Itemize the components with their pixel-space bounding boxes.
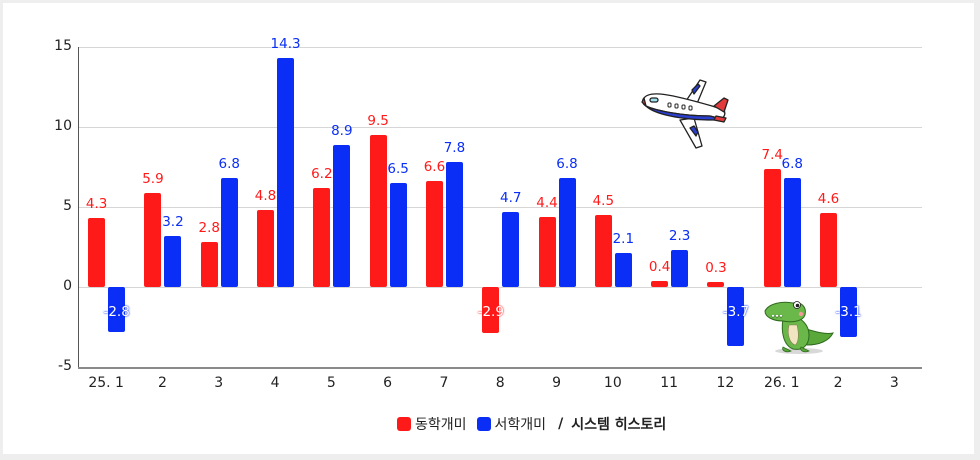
x-tick-label: 7 [439,375,449,391]
value-label: 7.4 [761,146,783,163]
value-label: -2.8 [103,304,130,320]
bar-seohak [727,287,745,347]
x-tick-label: 3 [214,375,224,391]
bar-donghak [820,213,838,287]
airplane-icon [641,79,729,149]
y-tick-label: 10 [54,118,72,134]
value-label: 6.2 [311,165,333,182]
value-label: 6.8 [781,156,803,173]
value-label: 6.8 [556,156,578,173]
value-label: 2.1 [612,231,635,248]
value-label: 0.3 [705,260,727,277]
x-tick-label: 25. 1 [88,375,124,391]
value-label: 14.3 [270,36,301,53]
gridline [79,47,922,48]
bar-seohak [614,253,632,287]
bar-donghak [369,135,387,287]
legend-swatch-seohak [476,417,491,431]
x-tick-label: 2 [833,375,843,391]
x-tick-label: 2 [157,375,167,391]
x-tick-label: 4 [270,375,280,391]
value-label: -3.1 [835,304,862,320]
bar-seohak [840,287,858,337]
bar-donghak [425,181,443,287]
bar-seohak [445,162,463,287]
bar-donghak [313,187,331,287]
legend: 동학개미 서학개미 / 시스템 히스토리 [397,414,666,434]
y-tick-label: 0 [63,278,72,294]
value-label: 3.2 [162,213,184,230]
value-label: -3.7 [722,304,750,320]
y-axis-line [78,47,79,368]
bar-seohak [164,235,182,287]
legend-note: 시스템 히스토리 [571,417,667,433]
legend-label-donghak: 동학개미 [415,417,467,433]
bar-donghak [651,280,669,287]
bar-seohak [108,287,126,332]
y-tick-label: 5 [63,198,72,214]
bar-donghak [707,282,725,287]
bar-donghak [594,215,612,287]
bar-seohak [220,178,238,287]
value-label: 9.5 [367,113,389,129]
x-tick-label: 26. 1 [763,375,800,391]
bar-donghak [763,168,781,287]
bar-seohak [502,211,520,287]
value-label: 7.8 [443,140,466,157]
x-tick-label: 3 [889,375,899,391]
value-label: 4.6 [817,191,840,208]
x-tick-label: 10 [603,375,622,391]
gridline [79,287,922,288]
value-label: 0.4 [648,258,671,275]
bar-donghak [257,210,275,287]
crocodile-icon [764,301,834,354]
legend-label-seohak: 서학개미 [494,417,547,433]
x-tick-label: 11 [660,375,679,391]
bar-donghak [200,242,218,287]
value-label: 2.3 [668,228,691,245]
legend-swatch-donghak [397,417,411,431]
y-tick-label: 15 [54,38,72,54]
value-label: 4.3 [85,196,108,213]
value-label: 4.4 [536,194,558,211]
chart-card [3,3,974,454]
value-label: -2.9 [477,304,504,320]
bar-seohak [558,178,576,287]
bar-donghak [538,216,556,287]
bar-seohak [333,144,351,287]
bar-donghak [88,218,106,287]
gridline [79,207,922,208]
x-tick-label: 6 [383,375,393,391]
bar-seohak [783,178,801,287]
value-label: 6.6 [423,159,446,176]
value-label: 8.9 [331,122,353,139]
x-tick-label: 12 [716,375,735,391]
x-tick-label: 8 [495,375,505,391]
value-label: 6.8 [218,156,240,173]
value-label: 4.7 [500,189,522,206]
bar-donghak [482,287,500,334]
x-tick-label: 9 [552,375,561,391]
gridline [79,127,922,128]
legend-separator: / [558,416,564,432]
bar-seohak [389,183,407,287]
x-axis-line [78,367,922,369]
y-tick-label: -5 [58,358,72,374]
value-label: 4.8 [254,188,277,205]
value-label: 4.5 [592,193,615,209]
bar-seohak [277,58,295,287]
value-label: 2.8 [198,220,220,237]
x-tick-label: 5 [326,375,336,391]
bar-donghak [144,192,162,287]
value-label: 6.5 [387,161,409,177]
bar-seohak [671,250,689,287]
value-label: 5.9 [142,170,164,187]
